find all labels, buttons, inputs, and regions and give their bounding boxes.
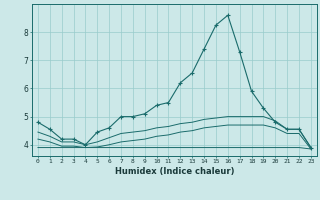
X-axis label: Humidex (Indice chaleur): Humidex (Indice chaleur) xyxy=(115,167,234,176)
